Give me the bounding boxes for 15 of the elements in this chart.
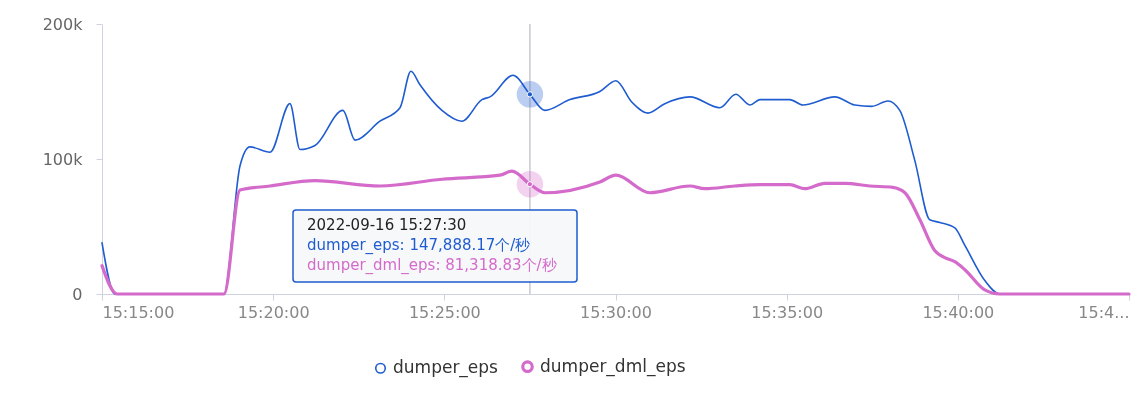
x-tick-label: 15:35:00 xyxy=(751,302,824,322)
x-tick-label: 15:40:00 xyxy=(922,302,995,322)
legend-label: dumper_dml_eps xyxy=(540,355,686,377)
x-tick-label: 15:15:00 xyxy=(102,302,175,322)
y-tick-label: 100k xyxy=(42,149,84,169)
x-tick-label: 15:30:00 xyxy=(580,302,652,322)
annotation: dumper_dml_eps: 81,318.83个/秒 xyxy=(307,256,557,275)
y-tick-label: 200k xyxy=(42,14,84,34)
legend-label: dumper_eps xyxy=(393,357,499,379)
x-tick-label: 15:25:00 xyxy=(408,302,481,322)
y-tick-label: 0 xyxy=(72,284,83,304)
annotation: dumper_eps: 147,888.17个/秒 xyxy=(307,236,531,255)
x-tick-label: 15:4... xyxy=(1078,302,1130,322)
x-tick-label: 15:20:00 xyxy=(237,302,310,322)
annotation: 2022-09-16 15:27:30 xyxy=(307,216,467,234)
